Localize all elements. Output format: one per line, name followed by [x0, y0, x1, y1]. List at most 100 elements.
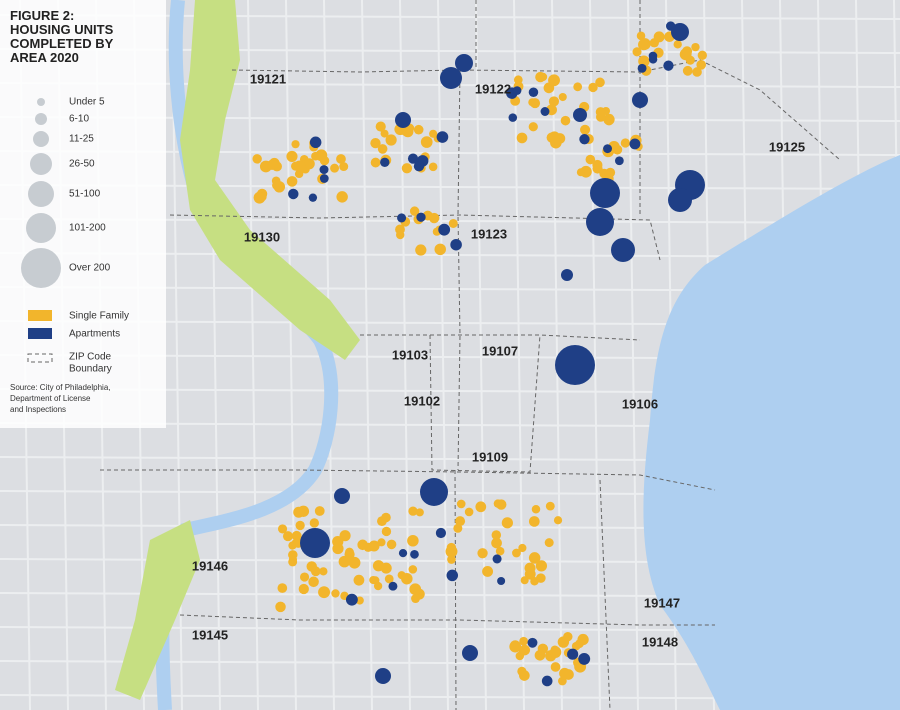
single-family-dot — [315, 149, 328, 162]
apartment-dot — [410, 549, 419, 559]
single-family-dot — [543, 82, 555, 94]
single-family-dot — [353, 574, 365, 586]
apartment-dot — [446, 569, 459, 582]
apartment-dot — [416, 212, 426, 222]
single-family-dot — [559, 667, 571, 679]
single-family-dot — [696, 60, 707, 70]
legend-source: and Inspections — [10, 405, 66, 414]
single-family-dot — [277, 524, 288, 534]
zip-label: 19123 — [471, 226, 507, 241]
apartment-dot — [345, 593, 358, 606]
single-family-dot — [575, 639, 584, 649]
single-family-dot — [319, 567, 328, 576]
single-family-dot — [538, 72, 548, 82]
single-family-dot — [318, 586, 331, 599]
single-family-dot — [370, 137, 381, 149]
single-family-dot — [282, 531, 293, 542]
single-family-dot — [295, 520, 305, 531]
apartment-dot — [440, 67, 462, 89]
single-family-dot — [339, 530, 351, 542]
single-family-dot — [519, 644, 531, 656]
apartment-dot — [300, 528, 330, 558]
single-family-dot — [620, 138, 631, 148]
single-family-dot — [306, 561, 317, 572]
apartment-dot — [436, 131, 449, 143]
apartment-dot — [663, 60, 674, 71]
single-family-dot — [377, 144, 388, 154]
single-family-dot — [534, 649, 546, 661]
zip-labels: 19121 19122 19125 19130 19123 19103 19107 19102… — [192, 71, 805, 649]
single-family-dot — [344, 549, 355, 560]
zip-label: 19146 — [192, 558, 228, 573]
single-family-dot — [377, 538, 386, 547]
legend-size-circle — [35, 113, 47, 125]
single-family-dot — [408, 506, 418, 516]
single-family-dot — [518, 543, 527, 553]
single-family-dot — [268, 157, 280, 169]
apartment-dot — [319, 174, 329, 183]
single-family-dot — [407, 534, 419, 547]
legend-swatch — [28, 310, 52, 321]
single-family-dot — [558, 676, 567, 686]
apartment-dot — [308, 193, 318, 202]
single-family-dot — [601, 106, 611, 116]
single-family-dot — [482, 565, 494, 577]
apartment-dot — [398, 548, 408, 558]
delaware-river — [643, 155, 900, 710]
zip-label: 19147 — [644, 595, 680, 610]
single-family-dot — [639, 38, 651, 50]
single-family-dot — [495, 546, 505, 556]
single-family-dot — [550, 662, 561, 672]
single-family-dot — [528, 552, 541, 564]
single-family-dot — [336, 191, 348, 203]
legend-size-circle — [33, 131, 49, 147]
single-family-dot — [434, 243, 446, 256]
zip-label: 19121 — [250, 71, 286, 86]
apartment-dot — [590, 178, 620, 208]
zip-label: 19102 — [404, 393, 440, 408]
apartment-dot — [567, 648, 579, 660]
single-family-dot — [535, 560, 548, 572]
single-family-dot — [372, 560, 385, 572]
single-family-dot — [397, 571, 406, 580]
single-family-dot — [519, 636, 529, 646]
single-family-dot — [420, 136, 433, 148]
street — [627, 0, 639, 710]
single-family-dot — [585, 154, 596, 165]
single-family-dot — [580, 124, 591, 135]
single-family-dot — [413, 124, 424, 135]
single-family-dot — [368, 540, 380, 552]
single-family-dot — [548, 96, 560, 107]
single-family-dot — [286, 150, 298, 162]
single-family-dot — [381, 512, 391, 523]
single-family-dot — [309, 518, 319, 528]
single-family-dot — [447, 555, 456, 564]
single-family-dot — [612, 144, 623, 155]
single-family-dot — [448, 218, 458, 228]
single-family-dot — [509, 640, 522, 653]
legend-type-label: Single Family — [69, 311, 129, 322]
apartment-dot — [319, 165, 329, 175]
single-family-dot — [649, 38, 659, 48]
single-family-dot — [516, 132, 528, 144]
legend-title: AREA 2020 — [10, 50, 79, 65]
apartment-dot — [512, 86, 522, 95]
legend-size-label: 101-200 — [69, 223, 106, 234]
development-dots — [252, 21, 707, 687]
apartment-dot — [435, 527, 447, 539]
legend-size-circle — [37, 98, 45, 106]
apartment-dot — [395, 112, 411, 128]
single-family-dot — [692, 67, 702, 77]
legend-panel — [0, 0, 166, 428]
legend-size-label: Over 200 — [69, 263, 111, 274]
single-family-dot — [553, 516, 563, 525]
single-family-dot — [475, 501, 487, 513]
apartment-dot — [528, 87, 539, 97]
single-family-dot — [409, 206, 420, 216]
single-family-dot — [520, 576, 529, 585]
legend-size-label: Under 5 — [69, 97, 105, 108]
single-family-dot — [299, 572, 310, 582]
single-family-dot — [408, 565, 418, 574]
apartment-dot — [648, 55, 658, 64]
